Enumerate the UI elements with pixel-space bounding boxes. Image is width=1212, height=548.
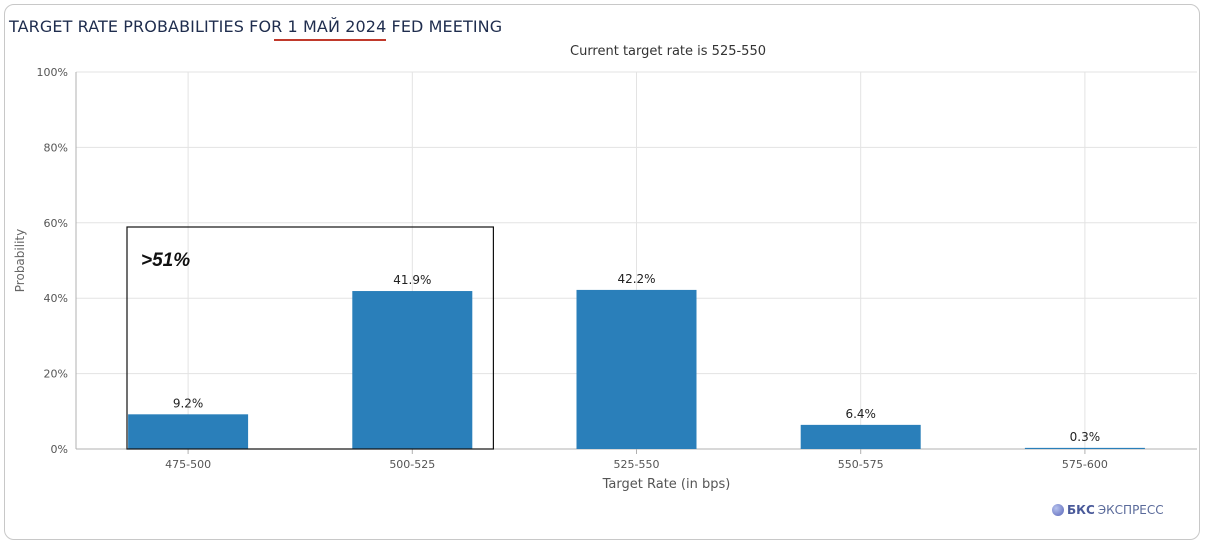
x-axis-title: Target Rate (in bps) [602, 477, 731, 492]
logo-brand: БКС [1067, 503, 1095, 517]
bar-575-600 [1024, 447, 1145, 449]
x-tick-label: 500-525 [389, 458, 435, 471]
bar-475-500 [128, 414, 249, 449]
logo: БКС ЭКСПРЕСС [1052, 503, 1164, 517]
chart-title: TARGET RATE PROBABILITIES FOR 1 МАЙ 2024… [9, 17, 503, 41]
x-tick-label: 575-600 [1062, 458, 1108, 471]
y-tick-label: 20% [44, 368, 68, 381]
x-tick-label: 475-500 [165, 458, 211, 471]
date-underline [274, 39, 386, 41]
y-tick-label: 40% [44, 292, 68, 305]
bar-550-575 [800, 424, 921, 449]
chart-card [4, 4, 1200, 540]
data-label: 6.4% [845, 407, 876, 421]
y-tick-label: 100% [37, 66, 68, 79]
data-label: 42.2% [617, 272, 655, 286]
bar-500-525 [352, 291, 473, 449]
chart-title-text: TARGET RATE PROBABILITIES FOR 1 МАЙ 2024… [9, 17, 503, 36]
annotation-text: >51% [141, 250, 190, 271]
data-label: 0.3% [1070, 430, 1101, 444]
logo-name: ЭКСПРЕСС [1097, 503, 1164, 517]
chart-subtitle: Current target rate is 525-550 [570, 44, 766, 59]
y-axis-title: Probability [13, 229, 27, 292]
y-tick-label: 0% [51, 443, 68, 456]
logo-mark-icon [1052, 504, 1064, 516]
data-label: 41.9% [393, 273, 431, 287]
y-tick-label: 60% [44, 217, 68, 230]
y-tick-label: 80% [44, 141, 68, 154]
data-label: 9.2% [173, 396, 204, 410]
x-tick-label: 550-575 [838, 458, 884, 471]
annotation-box [126, 226, 494, 450]
x-tick-label: 525-550 [614, 458, 660, 471]
bar-525-550 [576, 289, 697, 449]
